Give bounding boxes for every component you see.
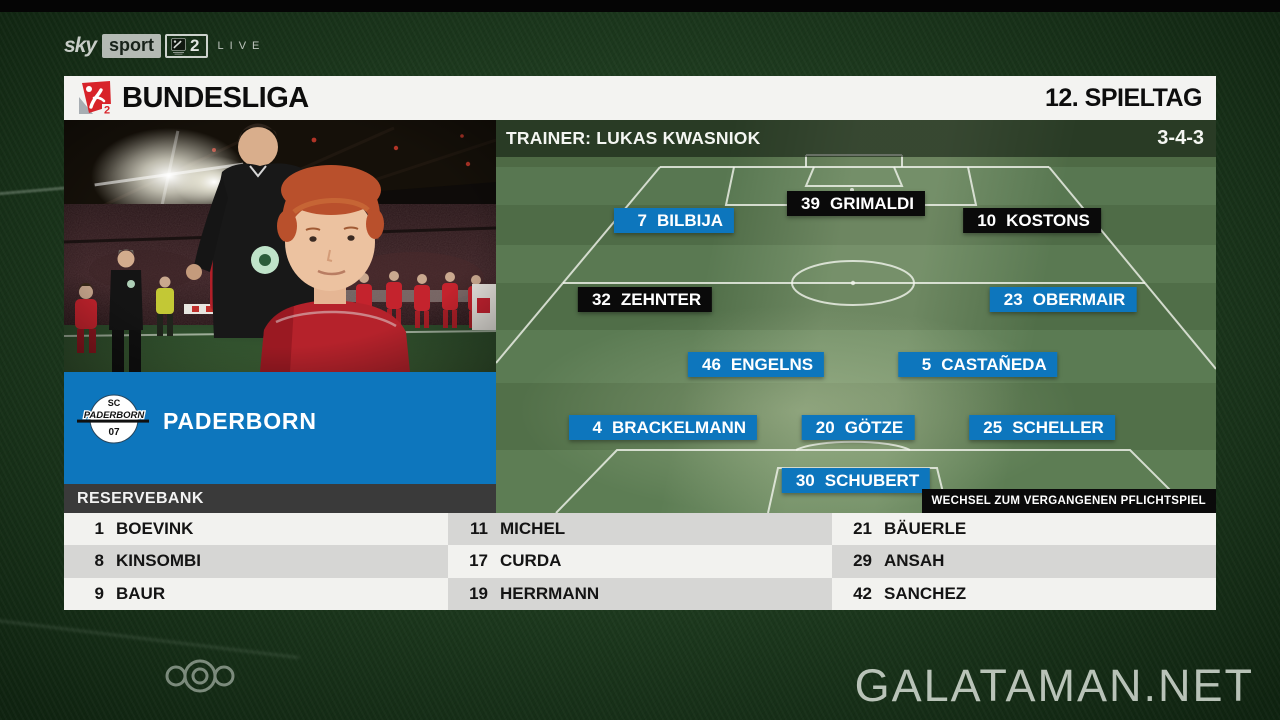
svg-text:07: 07 bbox=[108, 427, 120, 438]
channel-logo: sky sport 2 LIVE bbox=[64, 34, 265, 58]
player-plate-39: 39 GRIMALDI bbox=[786, 191, 926, 216]
trainer-label: TRAINER: LUKAS KWASNIOK bbox=[506, 128, 761, 148]
bench-player-number: 17 bbox=[469, 551, 488, 571]
bench-player-number: 42 bbox=[853, 583, 872, 603]
bench-player-1: 1 BOEVINK bbox=[64, 513, 448, 546]
bench-player-name: CURDA bbox=[500, 551, 562, 571]
bench-header: RESERVEBANK bbox=[64, 484, 496, 513]
player-name: OBERMAIR bbox=[1032, 290, 1126, 309]
player-name: BRACKELMANN bbox=[611, 418, 747, 437]
player-number: 30 bbox=[795, 471, 815, 490]
player-plate-46: 46 ENGELNS bbox=[687, 352, 825, 377]
player-plate-4: 4 BRACKELMANN bbox=[568, 415, 758, 440]
bench-player-number: 21 bbox=[853, 519, 872, 539]
player-name: GÖTZE bbox=[844, 418, 904, 437]
player-name: SCHUBERT bbox=[824, 471, 920, 490]
bench-player-42: 42 SANCHEZ bbox=[832, 577, 1216, 610]
svg-text:SC: SC bbox=[108, 398, 121, 408]
player-plate-30: 30 SCHUBERT bbox=[781, 468, 931, 493]
watermark: GALATAMAN.NET bbox=[854, 660, 1254, 711]
bench-title: RESERVEBANK bbox=[77, 489, 204, 507]
player-number: 25 bbox=[983, 418, 1003, 437]
matchday-label: 12. SPIELTAG bbox=[1044, 83, 1203, 112]
player-name: ZEHNTER bbox=[620, 290, 702, 309]
player-name: BILBIJA bbox=[656, 211, 724, 230]
bench-player-9: 9 BAUR bbox=[64, 577, 448, 610]
player-number: 10 bbox=[977, 211, 997, 230]
bench-player-name: BOEVINK bbox=[116, 519, 194, 539]
bench-player-number: 29 bbox=[853, 551, 872, 571]
bench-player-29: 29 ANSAH bbox=[832, 545, 1216, 578]
stadium-photo-illustration bbox=[64, 120, 496, 372]
bench-player-name: BÄUERLE bbox=[884, 519, 967, 539]
formation-pitch: TRAINER: LUKAS KWASNIOK 3-4-3 39 GRIMALDI… bbox=[496, 120, 1216, 513]
stadium-photo bbox=[64, 120, 496, 372]
competition-header: 2 BUNDESLIGA 12. SPIELTAG bbox=[64, 76, 1216, 120]
bench-player-8: 8 KINSOMBI bbox=[64, 545, 448, 578]
substitution-legend: WECHSEL ZUM VERGANGENEN PFLICHTSPIEL bbox=[921, 489, 1216, 513]
trainer-bar: TRAINER: LUKAS KWASNIOK 3-4-3 bbox=[496, 120, 1216, 157]
player-plate-25: 25 SCHELLER bbox=[969, 415, 1115, 440]
player-number: 23 bbox=[1003, 290, 1023, 309]
player-number: 46 bbox=[701, 355, 721, 374]
formation-label: 3-4-3 bbox=[1157, 127, 1204, 149]
bench-player-number: 19 bbox=[469, 583, 488, 603]
bench-player-number: 11 bbox=[470, 519, 488, 539]
bench-player-11: 11 MICHEL bbox=[448, 513, 832, 546]
player-number: 20 bbox=[815, 418, 835, 437]
player-name: ENGELNS bbox=[730, 355, 814, 374]
team-crest: SC PADERBORN 07 bbox=[77, 394, 149, 444]
player-plate-5: 5 CASTAÑEDA bbox=[898, 352, 1058, 377]
bench-player-number: 8 bbox=[94, 551, 104, 571]
sky-logo: sky bbox=[64, 34, 97, 57]
sport-logo: sport bbox=[102, 34, 162, 58]
svg-text:PADERBORN: PADERBORN bbox=[84, 410, 146, 421]
bundesliga2-channel-badge: 2 bbox=[165, 34, 208, 58]
bench-player-number: 9 bbox=[94, 583, 104, 603]
production-company-icon bbox=[165, 659, 235, 693]
player-plate-10: 10 KOSTONS bbox=[963, 208, 1101, 233]
team-name: PADERBORN bbox=[163, 408, 317, 434]
bench-player-21: 21 BÄUERLE bbox=[832, 513, 1216, 546]
player-name: GRIMALDI bbox=[829, 194, 915, 213]
player-plate-32: 32 ZEHNTER bbox=[577, 287, 713, 312]
player-plate-23: 23 OBERMAIR bbox=[989, 287, 1137, 312]
player-plate-20: 20 GÖTZE bbox=[801, 415, 915, 440]
player-name: KOSTONS bbox=[1006, 211, 1090, 230]
pitch-lines bbox=[496, 154, 1216, 513]
channel-number: 2 bbox=[190, 36, 200, 55]
bundesliga-mini-icon bbox=[171, 37, 186, 55]
team-panel: SC PADERBORN 07 PADERBORN bbox=[64, 372, 496, 484]
bench-player-name: KINSOMBI bbox=[116, 551, 201, 571]
player-number: 4 bbox=[592, 418, 602, 437]
player-number: 7 bbox=[637, 211, 647, 230]
bundesliga2-logo-icon: 2 bbox=[79, 81, 112, 117]
bench-player-name: BAUR bbox=[116, 583, 166, 603]
player-name: SCHELLER bbox=[1012, 418, 1104, 437]
bench-player-name: ANSAH bbox=[884, 551, 945, 571]
bench-player-name: SANCHEZ bbox=[884, 583, 967, 603]
top-black-bar bbox=[0, 0, 1280, 12]
bench-player-number: 1 bbox=[94, 519, 104, 539]
player-number: 32 bbox=[591, 290, 611, 309]
player-plate-7: 7 BILBIJA bbox=[613, 208, 735, 233]
player-number: 39 bbox=[801, 194, 820, 213]
live-badge: LIVE bbox=[217, 40, 266, 52]
bench-table: 1 BOEVINK 8 KINSOMBI 9 BAUR 11 MICHEL 17 CURDA 19 H… bbox=[64, 513, 1216, 610]
bench-player-19: 19 HERRMANN bbox=[448, 577, 832, 610]
player-number: 5 bbox=[921, 355, 932, 374]
svg-text:2: 2 bbox=[104, 105, 110, 117]
bench-player-name: HERRMANN bbox=[500, 583, 600, 603]
competition-title: BUNDESLIGA bbox=[122, 81, 309, 114]
bench-player-17: 17 CURDA bbox=[448, 545, 832, 578]
bench-player-name: MICHEL bbox=[500, 519, 566, 539]
player-name: CASTAÑEDA bbox=[941, 355, 1047, 374]
